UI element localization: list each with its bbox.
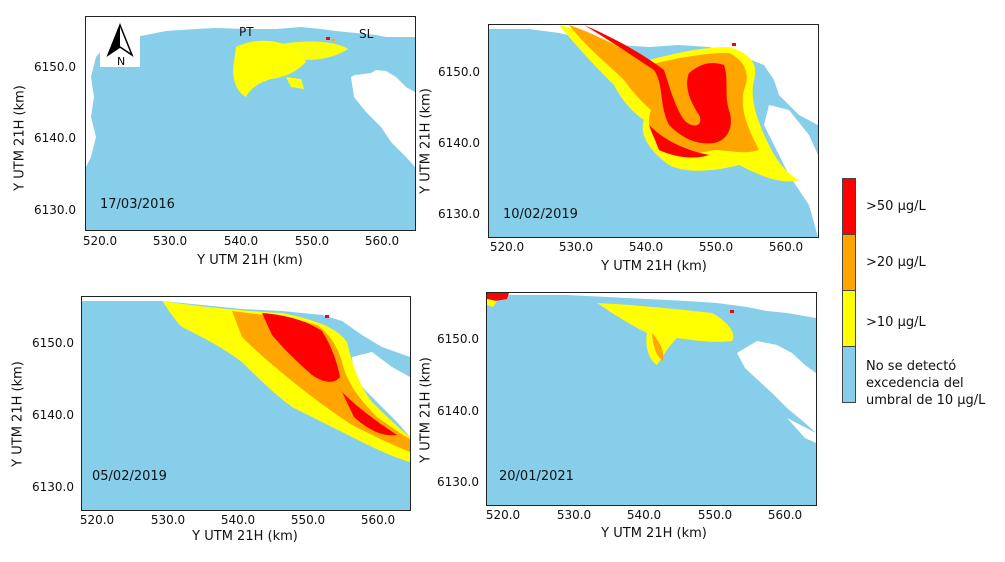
bloom-red — [732, 43, 736, 46]
y-tick: 6140.0 — [437, 404, 479, 418]
bloom-red — [342, 392, 397, 436]
x-tick: 520.0 — [485, 508, 521, 522]
x-tick: 520.0 — [489, 240, 525, 254]
place-label-sl: SL — [359, 27, 374, 41]
legend-label: >20 μg/L — [866, 255, 926, 270]
bloom-yellow — [597, 303, 734, 365]
y-tick: 6150.0 — [437, 332, 479, 346]
land — [351, 69, 415, 167]
x-tick: 530.0 — [152, 234, 188, 248]
x-tick: 550.0 — [290, 513, 326, 527]
date-label: 20/01/2021 — [499, 469, 574, 484]
y-tick: 6130.0 — [32, 480, 74, 494]
x-tick: 550.0 — [698, 240, 734, 254]
date-label: 10/02/2019 — [503, 207, 578, 222]
x-tick: 540.0 — [223, 234, 259, 248]
map-svg-2 — [489, 25, 818, 237]
legend-label-line: excedencia del — [866, 376, 964, 391]
y-axis-label: Y UTM 21H (km) — [12, 85, 28, 191]
x-axis-label: Y UTM 21H (km) — [197, 253, 303, 268]
x-axis-label: Y UTM 21H (km) — [601, 259, 707, 274]
north-label: N — [117, 55, 125, 67]
y-tick: 6150.0 — [438, 65, 480, 79]
legend-label-line: umbral de 10 μg/L — [866, 393, 986, 408]
y-tick: 6130.0 — [437, 475, 479, 489]
x-tick: 520.0 — [82, 234, 118, 248]
x-tick: 530.0 — [150, 513, 186, 527]
y-axis-label: Y UTM 21H (km) — [10, 361, 26, 467]
x-tick: 530.0 — [558, 240, 594, 254]
date-label: 05/02/2019 — [92, 469, 167, 484]
land — [352, 352, 410, 437]
y-axis-label: Y UTM 21H (km) — [418, 357, 434, 463]
x-tick: 520.0 — [79, 513, 115, 527]
x-tick: 560.0 — [360, 513, 396, 527]
map-plot-3: 05/02/2019 — [81, 296, 411, 511]
land — [787, 418, 816, 443]
bloom-yellow — [233, 40, 306, 97]
legend-swatch-yellow — [842, 290, 856, 347]
x-tick: 530.0 — [556, 508, 592, 522]
y-tick: 6130.0 — [34, 203, 76, 217]
x-axis-label: Y UTM 21H (km) — [192, 529, 298, 544]
x-tick: 560.0 — [767, 508, 803, 522]
bloom-yellow — [276, 41, 348, 60]
bloom-red — [325, 315, 329, 318]
y-tick: 6140.0 — [34, 131, 76, 145]
bloom-red — [730, 310, 734, 313]
legend-label-line: No se detectó — [866, 359, 957, 374]
north-arrow-icon: N — [106, 22, 134, 67]
x-tick: 540.0 — [220, 513, 256, 527]
legend-label: No se detectó excedencia del umbral de 1… — [866, 358, 985, 409]
x-tick: 550.0 — [697, 508, 733, 522]
map-svg-3 — [82, 297, 410, 462]
land — [487, 293, 816, 318]
bloom-yellow — [286, 77, 304, 89]
bloom-red — [487, 293, 509, 301]
bloom-yellow — [487, 299, 497, 307]
legend-swatch-red — [842, 178, 856, 235]
x-axis-label: Y UTM 21H (km) — [601, 526, 707, 541]
legend-label: >10 μg/L — [866, 315, 926, 330]
bloom-red — [262, 313, 340, 382]
y-axis-label: Y UTM 21H (km) — [418, 88, 434, 194]
y-tick: 6150.0 — [32, 336, 74, 350]
y-tick: 6140.0 — [32, 408, 74, 422]
land — [737, 341, 816, 433]
land — [764, 105, 818, 237]
x-tick: 560.0 — [364, 234, 400, 248]
bloom-orange — [652, 333, 664, 361]
date-label: 17/03/2016 — [100, 197, 175, 212]
river — [346, 61, 381, 75]
x-tick: 560.0 — [768, 240, 804, 254]
north-arrow-box: N — [100, 21, 140, 67]
bloom-orange — [332, 39, 335, 41]
x-tick: 550.0 — [294, 234, 330, 248]
place-label-pt: PT — [239, 25, 254, 39]
map-plot-4: 20/01/2021 — [486, 292, 817, 506]
bloom-red — [649, 125, 709, 158]
x-tick: 540.0 — [626, 508, 662, 522]
bloom-red — [326, 37, 330, 40]
legend-swatch-orange — [842, 234, 856, 291]
map-plot-1: N 17/03/2016 PT SL — [85, 16, 416, 231]
legend-label: >50 μg/L — [866, 199, 926, 214]
bloom-red — [584, 25, 731, 144]
y-tick: 6130.0 — [438, 207, 480, 221]
y-tick: 6150.0 — [34, 60, 76, 74]
map-plot-2: 10/02/2019 — [488, 24, 819, 238]
y-tick: 6140.0 — [438, 136, 480, 150]
legend-swatch-blue — [842, 346, 856, 403]
x-tick: 540.0 — [628, 240, 664, 254]
land — [82, 297, 410, 357]
map-svg-4 — [487, 293, 816, 443]
